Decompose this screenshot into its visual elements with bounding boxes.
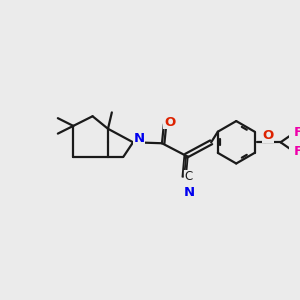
Text: F: F bbox=[293, 146, 300, 158]
Text: F: F bbox=[293, 126, 300, 139]
Text: O: O bbox=[262, 129, 274, 142]
Text: N: N bbox=[183, 186, 194, 199]
Text: O: O bbox=[164, 116, 175, 128]
Text: C: C bbox=[185, 170, 193, 184]
Text: N: N bbox=[133, 132, 144, 145]
